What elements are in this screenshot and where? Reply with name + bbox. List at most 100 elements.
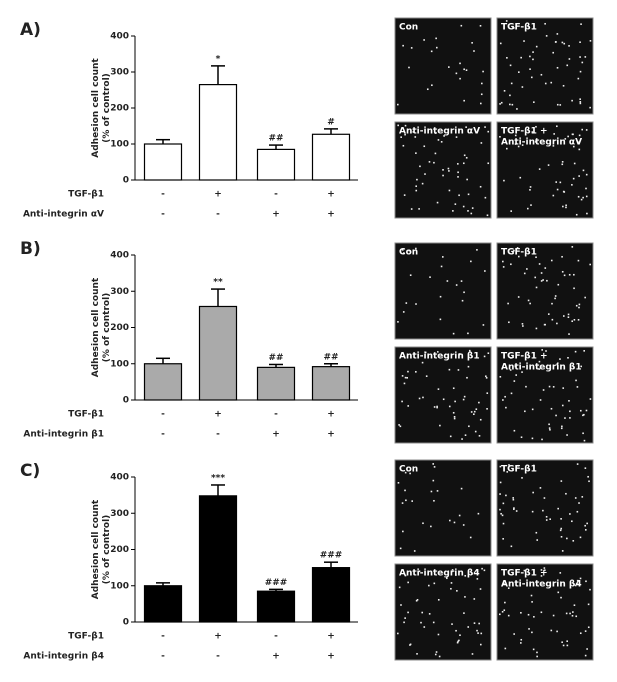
condition-mark: + xyxy=(272,652,280,662)
cell-dot xyxy=(464,575,467,577)
cell-dot xyxy=(522,325,524,327)
cell-dot xyxy=(538,360,541,363)
cell-dot xyxy=(561,255,563,258)
cell-dot xyxy=(559,529,562,532)
cell-dot xyxy=(531,437,534,440)
cell-dot xyxy=(545,350,547,352)
condition-mark: + xyxy=(214,410,222,420)
micrograph xyxy=(496,459,594,557)
cell-dot xyxy=(583,350,585,352)
cell-dot xyxy=(520,611,522,614)
cell-dot xyxy=(579,70,582,73)
cell-dot xyxy=(548,385,551,388)
cell-dot xyxy=(457,171,459,174)
cell-dot xyxy=(502,266,505,268)
cell-dot xyxy=(477,632,479,634)
bar xyxy=(143,143,183,181)
cell-dot xyxy=(418,397,421,400)
cell-dot xyxy=(405,499,407,502)
cell-dot xyxy=(571,99,573,102)
cell-dot xyxy=(442,169,444,171)
cell-dot xyxy=(561,641,563,644)
cell-dot xyxy=(461,438,463,440)
cell-dot xyxy=(554,295,557,297)
cell-dot xyxy=(532,51,534,53)
cell-dot xyxy=(434,152,437,155)
cell-dot xyxy=(504,601,506,604)
panel-label: C) xyxy=(20,461,40,481)
cell-dot xyxy=(479,185,482,188)
condition-mark: + xyxy=(272,210,280,220)
cell-dot xyxy=(465,126,467,128)
cell-dot xyxy=(440,141,443,143)
cell-dot xyxy=(569,410,571,413)
image-label: TGF-β1 xyxy=(501,465,537,475)
cell-dot xyxy=(411,500,414,502)
cell-dot xyxy=(447,167,450,170)
cell-dot xyxy=(584,524,586,527)
cell-dot xyxy=(526,268,528,270)
cell-dot xyxy=(510,392,513,395)
cell-dot xyxy=(567,313,570,316)
cell-dot xyxy=(551,318,554,321)
cell-dot xyxy=(458,194,460,197)
cell-dot xyxy=(459,62,461,65)
cell-dot xyxy=(548,427,551,429)
cell-dot xyxy=(443,135,445,137)
cell-dot xyxy=(586,212,588,215)
cell-dot xyxy=(410,47,413,49)
cell-dot xyxy=(485,375,487,378)
cell-dot xyxy=(573,273,575,276)
cell-dot xyxy=(476,249,478,251)
y-tick-label: 0 xyxy=(123,176,129,186)
cell-dot xyxy=(403,252,405,254)
condition-mark: - xyxy=(161,190,165,200)
cell-dot xyxy=(578,134,581,137)
cell-dot xyxy=(455,629,457,632)
cell-dot xyxy=(535,327,538,330)
cell-dot xyxy=(515,374,517,376)
y-tick-label: 400 xyxy=(110,251,129,261)
cell-dot xyxy=(510,357,512,359)
cell-dot xyxy=(402,144,405,147)
cell-dot xyxy=(452,411,455,414)
y-axis-label: Adhesion cell count(% of control) xyxy=(91,277,112,377)
cell-dot xyxy=(576,463,579,465)
cell-dot xyxy=(479,418,482,421)
cell-dot xyxy=(533,101,535,103)
cell-dot xyxy=(436,406,438,409)
cell-dot xyxy=(439,318,442,321)
cell-dot xyxy=(475,408,478,411)
cell-dot xyxy=(500,512,502,515)
cell-dot xyxy=(432,479,435,482)
cell-dot xyxy=(568,58,571,60)
cell-dot xyxy=(404,471,407,474)
cell-dot xyxy=(557,283,560,286)
cell-dot xyxy=(505,20,508,22)
micrograph xyxy=(394,242,492,340)
cell-dot xyxy=(563,42,566,45)
condition-name: Anti-integrin αV xyxy=(23,210,104,220)
bar xyxy=(256,590,296,623)
y-axis-label-line: (% of control) xyxy=(102,515,112,585)
cell-dot xyxy=(556,125,558,128)
cell-dot xyxy=(550,407,553,410)
cell-dot xyxy=(560,480,563,482)
cell-dot xyxy=(569,417,571,419)
cell-dot xyxy=(578,175,580,177)
cell-dot xyxy=(568,45,570,47)
cell-dot xyxy=(575,379,577,382)
cell-dot xyxy=(455,72,458,75)
cell-dot xyxy=(529,189,531,191)
cell-dot xyxy=(543,567,546,569)
cell-dot xyxy=(579,56,581,58)
condition-mark: + xyxy=(327,210,335,220)
cell-dot xyxy=(460,487,463,490)
cell-dot xyxy=(517,296,520,298)
cell-dot xyxy=(574,350,577,353)
cell-dot xyxy=(582,169,585,172)
cell-dot xyxy=(579,98,581,100)
cell-dot xyxy=(407,370,409,373)
cell-dot xyxy=(405,302,408,304)
significance-label: ** xyxy=(213,278,223,288)
